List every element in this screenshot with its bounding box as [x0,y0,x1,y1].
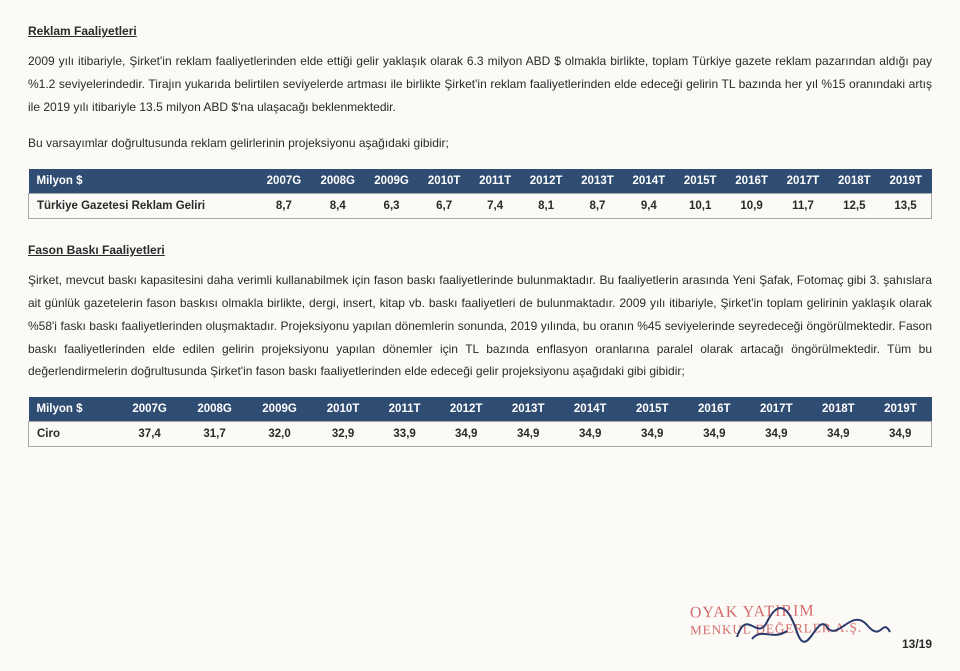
table-reklam: Milyon $ 2007G 2008G 2009G 2010T 2011T 2… [28,169,932,219]
cell: 34,9 [435,422,497,447]
cell: 9,4 [623,194,674,219]
row-label: Türkiye Gazetesi Reklam Geliri [29,194,258,219]
table-header-year: 2010T [418,169,469,194]
table-header-year: 2015T [621,397,683,422]
table-row: Ciro 37,4 31,7 32,0 32,9 33,9 34,9 34,9 … [29,422,932,447]
cell: 31,7 [182,422,247,447]
table-header-year: 2016T [683,397,745,422]
table-header-year: 2016T [726,169,777,194]
cell: 6,3 [365,194,419,219]
table-header-year: 2009G [247,397,312,422]
cell: 34,9 [683,422,745,447]
cell: 8,7 [572,194,623,219]
table-header-year: 2012T [435,397,497,422]
row-label: Ciro [29,422,118,447]
table-header-year: 2014T [623,169,674,194]
table-header-label: Milyon $ [29,397,118,422]
page-number: 13/19 [902,637,932,651]
cell: 34,9 [497,422,559,447]
cell: 37,4 [117,422,182,447]
cell: 8,4 [311,194,365,219]
paragraph: Bu varsayımlar doğrultusunda reklam geli… [28,132,932,155]
table-header-row: Milyon $ 2007G 2008G 2009G 2010T 2011T 2… [29,397,932,422]
table-header-year: 2008G [311,169,365,194]
table-header-year: 2010T [312,397,374,422]
cell: 34,9 [745,422,807,447]
cell: 8,7 [257,194,311,219]
table-header-year: 2014T [559,397,621,422]
table-header-year: 2019T [869,397,931,422]
table-header-year: 2018T [807,397,869,422]
table-header-year: 2013T [572,169,623,194]
cell: 6,7 [418,194,469,219]
table-header-year: 2011T [470,169,521,194]
table-header-year: 2018T [829,169,880,194]
table-fason: Milyon $ 2007G 2008G 2009G 2010T 2011T 2… [28,397,932,447]
cell: 32,9 [312,422,374,447]
table-header-row: Milyon $ 2007G 2008G 2009G 2010T 2011T 2… [29,169,932,194]
cell: 10,1 [675,194,726,219]
section-title-fason: Fason Baskı Faaliyetleri [28,243,932,257]
cell: 13,5 [880,194,931,219]
cell: 32,0 [247,422,312,447]
paragraph: Şirket, mevcut baskı kapasitesini daha v… [28,269,932,383]
table-header-year: 2011T [374,397,435,422]
table-header-year: 2012T [520,169,571,194]
table-header-year: 2008G [182,397,247,422]
table-header-year: 2017T [745,397,807,422]
table-header-year: 2015T [675,169,726,194]
cell: 11,7 [777,194,828,219]
cell: 7,4 [470,194,521,219]
cell: 33,9 [374,422,435,447]
cell: 34,9 [869,422,931,447]
signature-icon [732,597,892,647]
cell: 8,1 [520,194,571,219]
cell: 10,9 [726,194,777,219]
table-header-year: 2017T [777,169,828,194]
cell: 34,9 [621,422,683,447]
cell: 34,9 [807,422,869,447]
footer: OYAK YATIRIM MENKUL DEĞERLER A.Ş. 13/19 [28,587,932,647]
table-header-year: 2019T [880,169,931,194]
cell: 12,5 [829,194,880,219]
table-header-year: 2007G [117,397,182,422]
table-header-year: 2009G [365,169,419,194]
section-title-reklam: Reklam Faaliyetleri [28,24,932,38]
table-header-label: Milyon $ [29,169,258,194]
cell: 34,9 [559,422,621,447]
table-header-year: 2013T [497,397,559,422]
table-row: Türkiye Gazetesi Reklam Geliri 8,7 8,4 6… [29,194,932,219]
paragraph: 2009 yılı itibariyle, Şirket'in reklam f… [28,50,932,118]
table-header-year: 2007G [257,169,311,194]
